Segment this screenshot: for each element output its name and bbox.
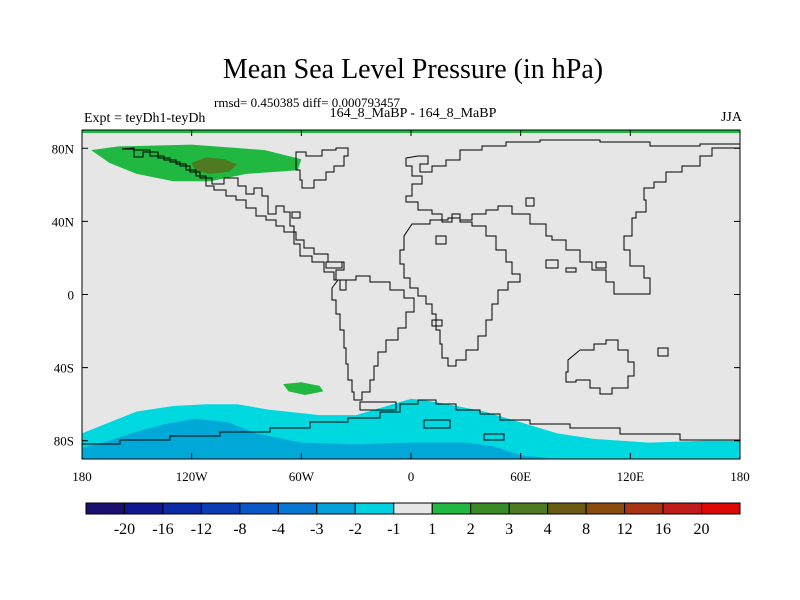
coastline-island-3 [435, 235, 447, 245]
x-tick-label: 0 [408, 469, 415, 484]
coastline-island-8 [595, 261, 607, 269]
coastline-eurasia [405, 139, 740, 295]
colorbar-label: 12 [617, 521, 633, 538]
x-tick-label: 120W [176, 469, 209, 484]
colorbar-label: -8 [233, 521, 246, 538]
y-tick-label: 40N [52, 214, 75, 229]
x-tick-label: 60W [289, 469, 315, 484]
colorbar-label: 1 [428, 521, 436, 538]
y-axis: 80N 40N 0 40S 80S [52, 141, 740, 449]
coastline-island-7 [657, 347, 669, 357]
colorbar-label: 20 [694, 521, 710, 538]
coastline-greenland [295, 147, 349, 189]
colorbar-label: -3 [310, 521, 323, 538]
colorbar-swatch [277, 502, 318, 515]
colorbar-label: 3 [505, 521, 513, 538]
coastline-africa [399, 217, 521, 367]
coastline-island-1 [291, 211, 301, 219]
colorbar-label: -12 [191, 521, 212, 538]
colorbar-swatch [431, 502, 472, 515]
colorbar-label: 2 [467, 521, 475, 538]
coastline-island-12 [325, 261, 343, 269]
y-tick-label: 80S [54, 434, 74, 449]
coastline-south-america [331, 275, 415, 401]
colorbar-label: -16 [152, 521, 173, 538]
region-antarctic-low-mid [82, 418, 558, 459]
x-axis: 180 120W 60W 0 60E 120E 180 [72, 130, 750, 484]
continent-outlines [82, 139, 740, 445]
colorbar-label: 4 [544, 521, 552, 538]
colorbar-swatch [470, 502, 510, 515]
colorbar-swatch [585, 502, 626, 515]
coastline-island-10 [423, 419, 451, 429]
colorbar-swatch [662, 502, 703, 515]
colorbar-label: -20 [114, 521, 135, 538]
colorbar-swatch [547, 502, 587, 515]
region-arctic-core [191, 157, 238, 174]
y-tick-label: 80N [52, 141, 75, 156]
colorbar-label: -4 [272, 521, 285, 538]
colorbar-swatch [624, 502, 664, 515]
region-southern-ocean-patch [283, 382, 324, 395]
season-label: JJA [720, 110, 742, 125]
colorbar-label: -1 [387, 521, 400, 538]
colorbar-label: 16 [655, 521, 671, 538]
coastline-island-11 [483, 433, 505, 441]
coastline-island-6 [565, 267, 577, 273]
colorbar-swatch [200, 502, 241, 515]
colorbar-swatch [701, 502, 741, 515]
colorbar-swatch [316, 502, 356, 515]
contour-regions [82, 144, 740, 459]
experiment-label: Expt = teyDh1-teyDh [84, 111, 206, 126]
coastline-island-4 [431, 319, 443, 327]
coastline-antarctica [82, 399, 740, 445]
colorbar-swatch [508, 502, 549, 515]
colorbar-label: -2 [349, 521, 362, 538]
coastline-island-9 [359, 401, 397, 411]
colorbar-swatch [85, 502, 125, 515]
x-tick-label: 180 [730, 469, 750, 484]
colorbar-swatch [354, 502, 395, 515]
colorbar-swatch [393, 502, 433, 515]
y-tick-label: 40S [54, 361, 74, 376]
colorbar: -20 -16 -12 -8 -4 -3 -2 -1 1 2 3 4 8 12 16 20 [85, 502, 741, 538]
colorbar-label: 8 [582, 521, 590, 538]
chart-title: Mean Sea Level Pressure (in hPa) [222, 54, 604, 85]
coastline-island-5 [545, 259, 559, 269]
colorbar-swatch [123, 502, 164, 515]
colorbar-swatch [239, 502, 279, 515]
period-label: 164_8_MaBP - 164_8_MaBP [329, 106, 497, 121]
y-tick-label: 0 [68, 288, 75, 303]
coastline-australia [565, 339, 635, 395]
x-tick-label: 180 [72, 469, 92, 484]
chart-stats: rmsd= 0.450385 diff= 0.000793457 [214, 95, 400, 110]
x-tick-label: 60E [510, 469, 531, 484]
coastline-north-america [121, 147, 347, 291]
x-tick-label: 120E [617, 469, 645, 484]
colorbar-swatch [162, 502, 202, 515]
coastline-island-2 [525, 197, 535, 207]
